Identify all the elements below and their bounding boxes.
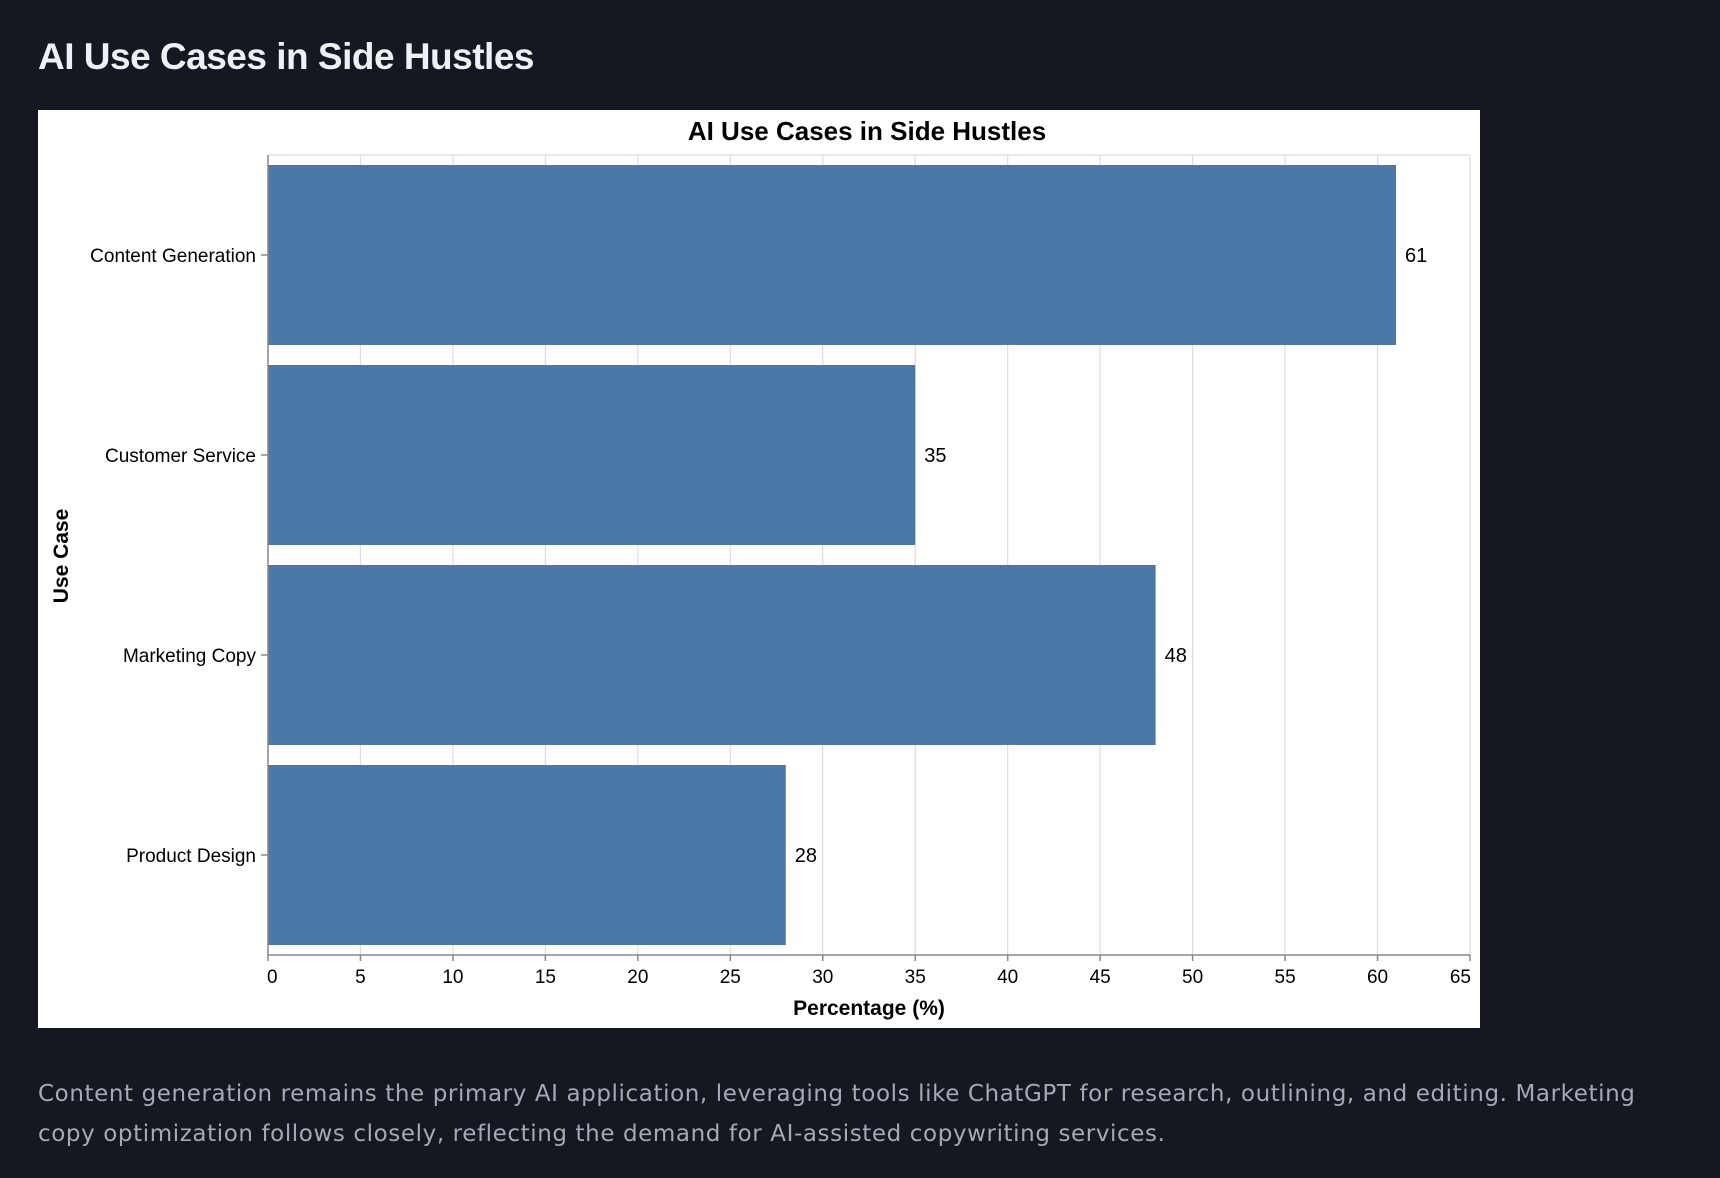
- bar-value-label: 35: [924, 445, 946, 467]
- y-tick-label: Marketing Copy: [123, 646, 257, 667]
- x-tick-label: 35: [905, 967, 926, 988]
- bar-value-label: 48: [1165, 645, 1187, 667]
- x-tick-label: 15: [535, 967, 556, 988]
- y-tick-label: Content Generation: [90, 246, 256, 267]
- bar-value-label: 28: [795, 845, 817, 867]
- x-tick-label: 45: [1090, 967, 1111, 988]
- bar: [268, 165, 1397, 345]
- x-tick-label: 50: [1182, 967, 1203, 988]
- x-tick-label: 65: [1450, 967, 1471, 988]
- x-axis-title: Percentage (%): [793, 997, 945, 1020]
- x-tick-label: 20: [627, 967, 648, 988]
- chart-title: AI Use Cases in Side Hustles: [688, 116, 1046, 146]
- x-tick-label: 60: [1367, 967, 1388, 988]
- chart-caption: Content generation remains the primary A…: [38, 1081, 1636, 1147]
- bar-value-label: 61: [1405, 245, 1427, 267]
- bar: [268, 365, 916, 545]
- bar: [268, 765, 786, 945]
- x-tick-label: 30: [812, 967, 833, 988]
- x-tick-label: 10: [442, 967, 463, 988]
- y-tick-label: Customer Service: [105, 446, 256, 467]
- x-tick-label: 40: [997, 967, 1018, 988]
- x-tick-label: 55: [1275, 967, 1296, 988]
- axes: 0 5 10 15 20 25 30 35 40 45 50 55 60 65 Content Genera…: [90, 155, 1471, 988]
- x-tick-label: 25: [720, 967, 741, 988]
- chart-container: AI Use Cases in Side Hustles 61 35 48 28 0 5…: [38, 110, 1480, 1028]
- y-tick-label: Product Design: [126, 846, 256, 867]
- bars: 61 35 48 28: [268, 165, 1427, 945]
- x-tick-label: 5: [355, 967, 366, 988]
- page-title: AI Use Cases in Side Hustles: [38, 36, 534, 77]
- bar: [268, 565, 1156, 745]
- bar-chart: AI Use Cases in Side Hustles 61 35 48 28 0 5…: [50, 116, 1471, 1020]
- y-axis-title: Use Case: [50, 509, 73, 604]
- x-tick-label: 0: [267, 967, 278, 988]
